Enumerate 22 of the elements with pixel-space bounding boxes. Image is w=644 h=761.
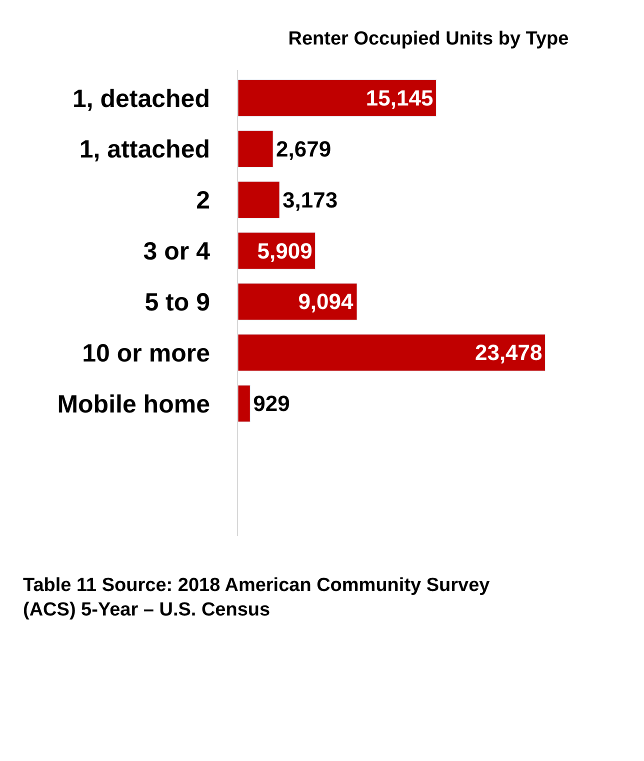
data-label: 2,679 bbox=[276, 136, 332, 162]
bar bbox=[238, 181, 280, 218]
data-label: 929 bbox=[253, 391, 290, 416]
y-tick-label: Mobile home bbox=[57, 390, 210, 418]
bar bbox=[238, 283, 358, 320]
bar bbox=[238, 130, 274, 168]
y-tick-label: 10 or more bbox=[82, 339, 210, 368]
bar bbox=[238, 385, 250, 422]
data-label: 23,478 bbox=[474, 340, 542, 366]
data-label: 9,094 bbox=[298, 289, 354, 314]
bar bbox=[238, 79, 436, 117]
y-tick-label: 1, attached bbox=[79, 136, 210, 164]
data-label: 5,909 bbox=[257, 238, 312, 264]
y-tick-label: 3 or 4 bbox=[143, 238, 210, 266]
caption: Table 11 Source: 2018 American Community Survey (ACS) 5-Year – U.S. Census bbox=[23, 575, 490, 621]
y-tick-label: 2 bbox=[196, 186, 210, 215]
y-tick-label: 1, detached bbox=[72, 84, 210, 113]
chart-title: Renter Occupied Units by Type bbox=[288, 28, 569, 50]
bar bbox=[238, 334, 546, 372]
data-label: 15,145 bbox=[366, 86, 434, 111]
data-label: 3,173 bbox=[282, 187, 338, 212]
y-tick-label: 5 to 9 bbox=[144, 288, 210, 316]
